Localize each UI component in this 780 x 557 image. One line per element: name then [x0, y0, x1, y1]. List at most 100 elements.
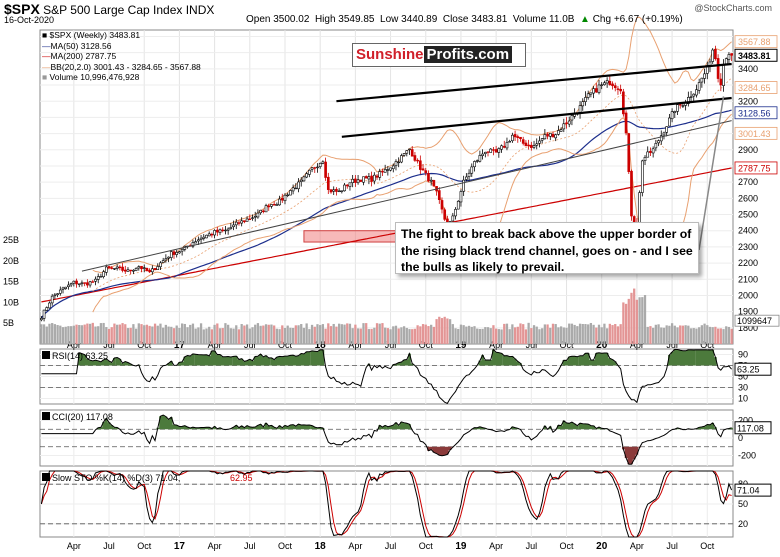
volume-value: Volume 11.0B: [512, 14, 575, 25]
candle-body: [505, 142, 509, 149]
candle-body: [58, 289, 62, 294]
candle-body: [687, 97, 690, 104]
volume-bar: [462, 325, 465, 344]
candle-body: [259, 209, 262, 214]
volume-bar: [354, 324, 357, 344]
price-axis-label: 3567.88: [738, 37, 771, 47]
candle-body: [600, 84, 604, 86]
candle-body: [389, 167, 392, 171]
indicator-title-d: 62.95: [230, 473, 253, 483]
candle-body: [700, 77, 704, 83]
volume-bar: [435, 319, 438, 344]
candle-body: [167, 256, 170, 259]
candle-body: [400, 155, 403, 163]
price-axis-box: [734, 126, 778, 140]
candle-body: [535, 143, 539, 146]
candle-body: [551, 133, 555, 138]
volume-bar: [570, 323, 574, 344]
volume-bar: [649, 326, 652, 344]
candle-body: [397, 161, 401, 164]
volume-bar: [297, 325, 300, 344]
volume-bar: [129, 327, 132, 344]
volume-bar: [180, 323, 184, 344]
volume-bar: [402, 326, 406, 344]
candle-body: [456, 200, 460, 210]
candle-body: [440, 200, 444, 210]
volume-bar: [167, 326, 170, 344]
volume-bar: [657, 324, 660, 344]
volume-bar: [291, 327, 295, 344]
volume-bar: [660, 327, 663, 344]
price-axis-label: 2787.75: [738, 163, 771, 173]
candle-body: [511, 134, 514, 142]
volume-bar: [676, 327, 679, 344]
low-value: Low 3440.89: [380, 14, 438, 25]
candle-body: [348, 182, 352, 187]
volume-bar: [313, 326, 316, 344]
volume-bar: [310, 324, 314, 344]
candle-body: [451, 215, 455, 222]
indicator-current-label: 117.08: [737, 423, 764, 433]
candle-body: [508, 141, 511, 143]
volume-bar: [362, 323, 365, 344]
candle-body: [676, 104, 679, 112]
candle-body: [226, 228, 230, 231]
candle-body: [272, 204, 276, 206]
volume-bar: [689, 328, 693, 344]
candle-body: [622, 91, 625, 115]
ma50-line: [40, 109, 732, 319]
rsi-overbought-fill: [77, 349, 717, 366]
candle-body: [310, 167, 314, 170]
volume-bar: [356, 328, 360, 344]
price-y-tick-label: 1800: [738, 323, 758, 333]
price-y-tick-label: 2400: [738, 226, 758, 236]
candle-body: [584, 97, 587, 102]
candle-body: [123, 269, 127, 272]
volume-bar: [587, 324, 590, 344]
candle-body: [148, 269, 151, 273]
candle-body: [140, 265, 143, 270]
volume-bar: [145, 324, 149, 344]
volume-bar: [722, 329, 725, 344]
candle-body: [367, 176, 371, 180]
candle-body: [475, 160, 479, 162]
volume-bar: [42, 324, 46, 344]
volume-bar: [59, 325, 62, 344]
candle-body: [175, 252, 179, 255]
volume-bar: [72, 325, 75, 344]
candle-body: [321, 161, 325, 164]
volume-bar: [597, 324, 601, 344]
volume-bar: [153, 323, 157, 344]
volume-bar: [541, 328, 544, 344]
candle-body: [178, 251, 181, 254]
candle-body: [419, 160, 422, 170]
volume-bar: [48, 323, 51, 344]
candle-body: [96, 276, 100, 280]
price-x-tick-label: Jul: [385, 340, 397, 350]
candle-body: [640, 160, 644, 193]
volume-bar: [665, 325, 668, 344]
volume-bar: [557, 327, 560, 344]
volume-bar: [568, 323, 571, 344]
change-arrow-icon: ▲: [580, 14, 590, 25]
volume-bar: [543, 324, 546, 344]
volume-bar: [186, 327, 189, 344]
volume-bar: [394, 325, 398, 344]
volume-bar: [508, 329, 511, 344]
price-x-tick-label: 18: [315, 340, 327, 351]
volume-bar: [316, 324, 319, 344]
volume-bar: [706, 325, 709, 344]
bottom-x-tick-label: 19: [455, 541, 467, 552]
bottom-x-tick-label: Jul: [244, 541, 256, 551]
candle-body: [673, 111, 677, 113]
volume-bar: [278, 329, 281, 344]
price-axis-label: 3200: [738, 97, 758, 107]
candle-body: [88, 281, 92, 286]
bottom-x-tick-label: Jul: [385, 541, 397, 551]
candle-body: [313, 167, 317, 169]
volume-bar: [80, 325, 84, 344]
volume-bar: [208, 326, 211, 344]
candle-body: [164, 258, 168, 261]
volume-bar: [386, 328, 389, 344]
candle-body: [69, 283, 73, 286]
